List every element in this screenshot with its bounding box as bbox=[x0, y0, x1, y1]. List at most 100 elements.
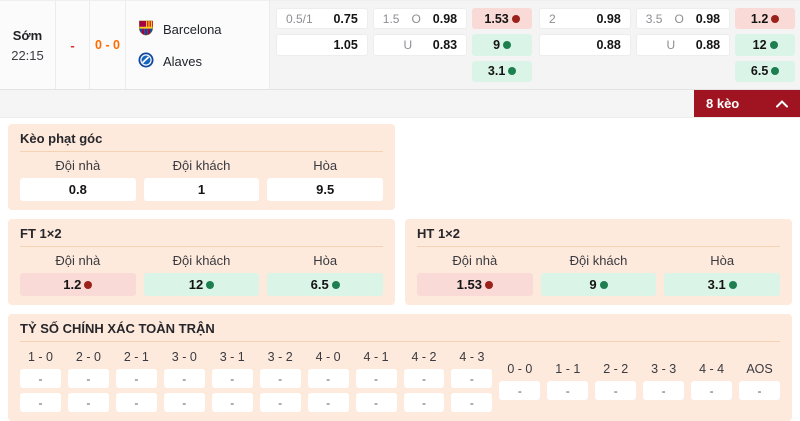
handicap-line: 2 bbox=[549, 11, 556, 26]
match-dash: - bbox=[70, 37, 75, 53]
home-win-odds[interactable]: 1.2 bbox=[735, 8, 796, 30]
keo-expander-button[interactable]: 8 kèo bbox=[694, 90, 800, 117]
trend-dot-icon bbox=[728, 280, 737, 289]
over-odds[interactable]: 1.5 O 0.98 bbox=[372, 8, 468, 30]
odds-value: 1.2 bbox=[750, 11, 769, 26]
score-odds-box[interactable]: - bbox=[20, 393, 61, 412]
score-column: 3 - 1 - - bbox=[211, 350, 253, 412]
score-column: 4 - 4 - bbox=[691, 350, 733, 412]
barcelona-logo-icon bbox=[137, 19, 155, 40]
score-odds-box[interactable]: - bbox=[451, 393, 493, 412]
away-win-odds[interactable]: 9 bbox=[472, 34, 533, 56]
home-win-odds[interactable]: 1.53 bbox=[472, 8, 533, 30]
score-column: 2 - 2 - bbox=[595, 350, 637, 412]
score-odds-box[interactable]: - bbox=[259, 393, 301, 412]
score-odds-box[interactable]: - bbox=[307, 393, 349, 412]
odds-value: 1.53 bbox=[484, 11, 509, 26]
odds-value: 6.5 bbox=[310, 277, 329, 292]
odds-value: 9 bbox=[589, 277, 597, 292]
over-odds[interactable]: 3.5 O 0.98 bbox=[635, 8, 731, 30]
score-column: 4 - 2 - - bbox=[403, 350, 445, 412]
trend-dot-icon bbox=[84, 280, 93, 289]
score-column: 0 - 0 - bbox=[499, 350, 541, 412]
score-odds-box[interactable]: - bbox=[211, 393, 253, 412]
corner-away-odds[interactable]: 1 bbox=[143, 178, 260, 201]
ft-draw-odds[interactable]: 6.5 bbox=[267, 273, 383, 296]
under-odds[interactable]: U 0.83 bbox=[372, 34, 468, 56]
score-odds-box[interactable]: - bbox=[547, 381, 589, 400]
score-column: 2 - 0 - - bbox=[67, 350, 109, 412]
score-odds-box[interactable]: - bbox=[307, 369, 349, 388]
exact-score-grid: 1 - 0 - - 2 - 0 - - 2 - 1 - - 3 - 0 - - … bbox=[20, 348, 780, 412]
score-label: 1 - 1 bbox=[555, 362, 581, 376]
column-header-away: Đội khách bbox=[172, 253, 231, 268]
ft-home-odds[interactable]: 1.2 bbox=[20, 273, 136, 296]
score-odds-box[interactable]: - bbox=[67, 393, 109, 412]
score-odds-box[interactable]: - bbox=[115, 393, 157, 412]
handicap-away-odds[interactable]: 0.88 bbox=[539, 34, 631, 56]
match-status: Sớm bbox=[12, 27, 43, 43]
score-odds-box[interactable]: - bbox=[739, 381, 780, 400]
score-odds-box[interactable]: - bbox=[403, 393, 445, 412]
score-column: 3 - 3 - bbox=[643, 350, 685, 412]
odds-area: 0.5/1 0.75 1.5 O 0.98 1.53 1.05 U 0.83 bbox=[270, 1, 800, 89]
match-time: 22:15 bbox=[11, 47, 44, 63]
keo-strip: 8 kèo bbox=[0, 90, 800, 118]
under-odds[interactable]: U 0.88 bbox=[635, 34, 731, 56]
score-odds-box[interactable]: - bbox=[163, 369, 205, 388]
score-odds-box[interactable]: - bbox=[355, 393, 397, 412]
score-column: 3 - 2 - - bbox=[259, 350, 301, 412]
column-header-draw: Hòa bbox=[710, 253, 735, 268]
ht-1x2-panel: HT 1×2 Đội nhà Đội khách Hòa 1.53 9 3.1 bbox=[405, 219, 792, 305]
handicap-home-odds[interactable]: 2 0.98 bbox=[539, 8, 631, 30]
score-odds-box[interactable]: - bbox=[499, 381, 541, 400]
draw-odds[interactable]: 3.1 bbox=[472, 60, 533, 82]
ht-draw-odds[interactable]: 3.1 bbox=[664, 273, 780, 296]
away-win-odds[interactable]: 12 bbox=[735, 34, 796, 56]
score-odds-box[interactable]: - bbox=[163, 393, 205, 412]
score-odds-box[interactable]: - bbox=[691, 381, 733, 400]
column-header-home: Đội nhà bbox=[55, 253, 101, 268]
draw-odds[interactable]: 6.5 bbox=[735, 60, 796, 82]
corner-home-odds[interactable]: 0.8 bbox=[20, 178, 136, 201]
home-team-row[interactable]: Barcelona bbox=[137, 19, 222, 40]
score-odds-box[interactable]: - bbox=[259, 369, 301, 388]
handicap-away-odds[interactable]: 1.05 bbox=[276, 34, 368, 56]
score-odds-box[interactable]: - bbox=[355, 369, 397, 388]
trend-dot-icon bbox=[771, 14, 780, 23]
score-label: 3 - 1 bbox=[219, 350, 245, 364]
bet-panels: Kèo phạt góc Đội nhà Đội khách Hòa 0.8 1… bbox=[0, 118, 800, 421]
chevron-up-icon bbox=[776, 96, 788, 111]
odds-value: 1 bbox=[197, 182, 206, 197]
score-label: 3 - 0 bbox=[171, 350, 197, 364]
score-label: 3 - 2 bbox=[267, 350, 293, 364]
empty-cell bbox=[276, 61, 368, 82]
score-odds-box[interactable]: - bbox=[211, 369, 253, 388]
trend-dot-icon bbox=[206, 280, 215, 289]
score-odds-box[interactable]: - bbox=[403, 369, 445, 388]
ht-home-odds[interactable]: 1.53 bbox=[417, 273, 533, 296]
column-header-away: Đội khách bbox=[172, 158, 231, 173]
ft-away-odds[interactable]: 12 bbox=[143, 273, 260, 296]
away-team-name: Alaves bbox=[163, 53, 203, 69]
score-odds-box[interactable]: - bbox=[67, 369, 109, 388]
handicap-home-odds[interactable]: 0.5/1 0.75 bbox=[276, 8, 368, 30]
section-title: HT 1×2 bbox=[417, 226, 780, 247]
away-team-row[interactable]: Alaves bbox=[137, 51, 202, 72]
over-label: O bbox=[674, 11, 684, 26]
score-odds-box[interactable]: - bbox=[451, 369, 493, 388]
section-title: FT 1×2 bbox=[20, 226, 383, 247]
odds-value: 3.1 bbox=[707, 277, 726, 292]
trend-dot-icon bbox=[771, 67, 780, 76]
score-odds-box[interactable]: - bbox=[643, 381, 685, 400]
corner-draw-odds[interactable]: 9.5 bbox=[267, 178, 383, 201]
score-odds-box[interactable]: - bbox=[595, 381, 637, 400]
ht-away-odds[interactable]: 9 bbox=[540, 273, 657, 296]
ou-line: 1.5 bbox=[382, 11, 400, 26]
score-odds-box[interactable]: - bbox=[115, 369, 157, 388]
section-title: TỶ SỐ CHÍNH XÁC TOÀN TRẬN bbox=[20, 321, 780, 342]
score-odds-box[interactable]: - bbox=[20, 369, 61, 388]
corner-kick-panel: Kèo phạt góc Đội nhà Đội khách Hòa 0.8 1… bbox=[8, 124, 395, 210]
score-column: AOS - bbox=[739, 350, 780, 412]
handicap-odds-value: 0.75 bbox=[333, 11, 358, 26]
